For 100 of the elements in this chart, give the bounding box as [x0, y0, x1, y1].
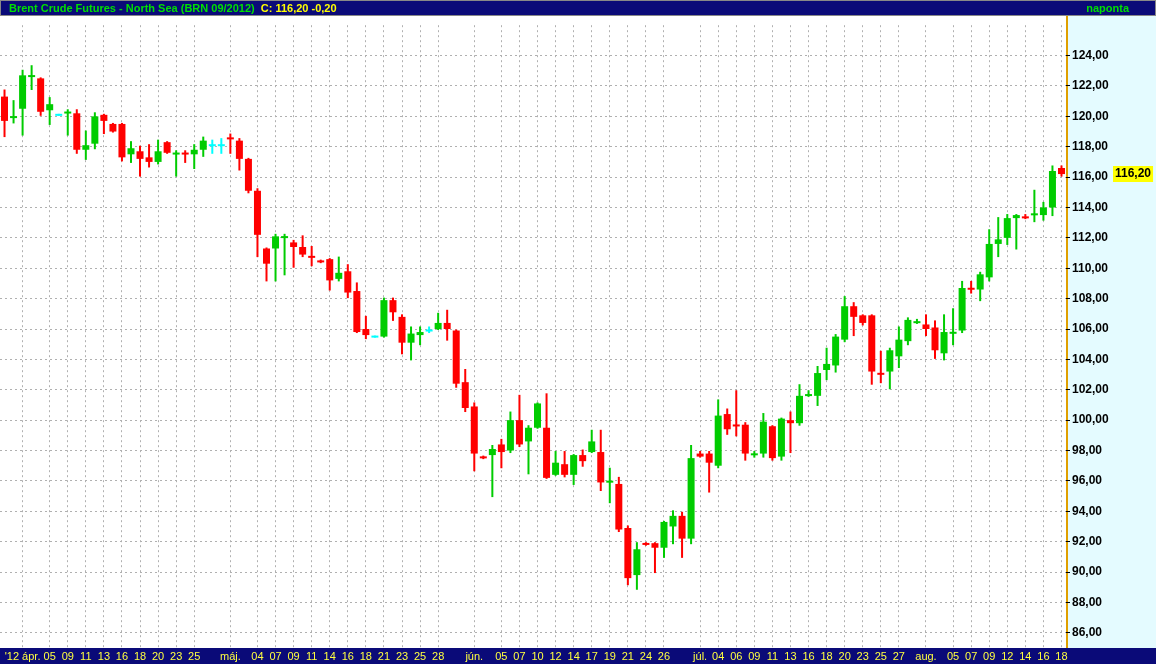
candlestick — [678, 510, 686, 559]
candlestick — [606, 466, 614, 505]
candlestick — [100, 112, 108, 136]
chart-title: Brent Crude Futures - North Sea (BRN 09/2012) — [9, 1, 255, 15]
x-tick-label: 17 — [585, 649, 598, 662]
y-tick-label: 116,00 — [1072, 169, 1109, 184]
x-tick-label: 12 — [549, 649, 562, 662]
x-tick-label: 07 — [965, 649, 978, 662]
candlestick — [524, 424, 532, 476]
candlestick — [1012, 213, 1020, 251]
y-tick-label: 106,00 — [1072, 321, 1110, 336]
x-tick-label: 10 — [531, 649, 544, 662]
y-tick-label: 104,00 — [1072, 351, 1110, 366]
candlestick — [281, 232, 289, 277]
candlestick — [814, 364, 822, 407]
x-tick-label: 04 — [712, 649, 725, 662]
x-tick-label: 23 — [170, 649, 183, 662]
candlestick — [64, 108, 72, 137]
y-tick-label: 92,00 — [1072, 533, 1103, 548]
x-tick-label: 06 — [730, 649, 743, 662]
x-tick-label: 09 — [748, 649, 761, 662]
candlestick — [226, 132, 234, 155]
candlestick — [217, 137, 225, 155]
candlestick — [362, 314, 370, 341]
candlestick — [488, 443, 496, 499]
y-tick-label: 90,00 — [1072, 564, 1103, 579]
y-tick-label: 94,00 — [1072, 503, 1103, 518]
y-tick-label: 122,00 — [1072, 78, 1110, 93]
x-tick-label: 05 — [43, 649, 56, 662]
candlestick — [1030, 188, 1038, 224]
candlestick — [561, 450, 569, 479]
y-tick-label: 108,00 — [1072, 290, 1110, 305]
candlestick — [552, 450, 560, 477]
x-tick-label: 21 — [621, 649, 634, 662]
candlestick — [850, 301, 858, 338]
x-tick-label: 14 — [1019, 649, 1032, 662]
candlestick — [344, 263, 352, 300]
x-tick-label: 21 — [377, 649, 391, 662]
candlestick — [235, 137, 243, 172]
text: naponta — [1086, 2, 1129, 14]
x-tick-label: 11 — [305, 649, 318, 662]
candlestick — [145, 143, 153, 169]
candlestick — [272, 232, 280, 283]
x-tick-label: 18 — [1055, 649, 1068, 662]
candlestick — [308, 244, 316, 268]
x-tick-label: 28 — [432, 649, 445, 662]
x-tick-label: 25 — [413, 649, 427, 662]
candlestick — [940, 313, 948, 362]
x-tick-label: 20 — [151, 649, 165, 662]
x-tick-label: 11 — [80, 649, 92, 662]
candlestick — [416, 325, 424, 347]
candlestick — [136, 144, 144, 178]
candlestick — [570, 453, 578, 486]
candlestick — [931, 319, 939, 360]
candlestick — [1003, 213, 1011, 246]
candlestick — [651, 541, 659, 575]
y-tick-label: 98,00 — [1072, 442, 1103, 457]
x-tick-label: 14 — [567, 649, 580, 662]
y-tick-label: 100,00 — [1072, 412, 1110, 427]
x-tick-label: 07 — [269, 649, 282, 662]
candlestick — [732, 389, 740, 438]
candlestick — [290, 238, 298, 269]
x-tick-label: 09 — [983, 649, 996, 662]
candlestick — [922, 313, 930, 338]
x-tick-label: 05 — [946, 649, 960, 662]
y-tick-label: 96,00 — [1072, 473, 1103, 488]
x-tick-label: 11 — [766, 649, 779, 662]
x-tick-label: júl. — [692, 649, 708, 662]
y-tick-label: 110,00 — [1072, 260, 1109, 275]
candlestick — [443, 308, 451, 342]
x-tick-label: 16 — [802, 649, 815, 662]
text: 116,20 — [1115, 166, 1152, 181]
x-tick-label: 19 — [603, 649, 616, 662]
candlestick — [886, 346, 894, 391]
x-tick-label: 13 — [97, 649, 111, 662]
x-tick-label: 16 — [115, 649, 129, 662]
x-tick-label: 09 — [61, 649, 74, 662]
x-tick-label: 25 — [874, 649, 887, 662]
x-tick-label: jún. — [464, 649, 484, 662]
candlestick — [823, 346, 831, 382]
candlestick — [497, 437, 505, 470]
candlestick — [705, 450, 713, 494]
y-tick-label: 88,00 — [1072, 594, 1103, 609]
candlestick — [407, 325, 415, 362]
x-tick-label: 04 — [251, 649, 264, 662]
chart-subtitle: C: 116,20 -0,20 — [260, 1, 337, 15]
x-tick-label: 25 — [188, 649, 201, 662]
x-tick-label: 26 — [657, 649, 671, 662]
x-tick-label: 18 — [820, 649, 833, 662]
candlestick — [976, 270, 984, 303]
candlestick — [994, 216, 1002, 259]
y-tick-label: 114,00 — [1072, 199, 1109, 214]
candlestick — [172, 149, 180, 178]
candlestick — [335, 255, 343, 283]
x-tick-label: 07 — [513, 649, 526, 662]
x-tick-label: 24 — [639, 649, 653, 662]
candlestick — [28, 64, 36, 91]
x-tick-label: 27 — [892, 649, 905, 662]
x-tick-label: 18 — [133, 649, 147, 662]
candlestick — [326, 257, 334, 292]
